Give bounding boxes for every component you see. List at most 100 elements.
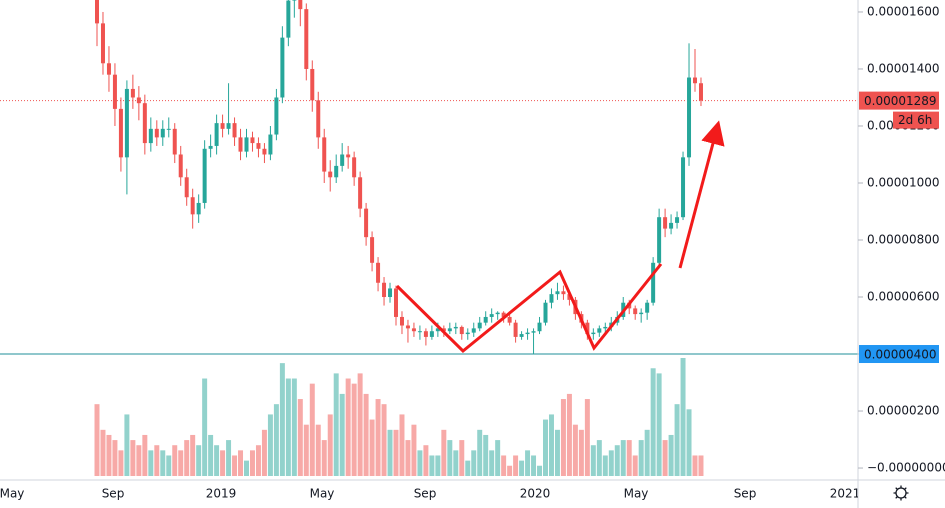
candle-body	[370, 237, 375, 263]
candle-body	[633, 308, 638, 315]
volume-bar	[279, 363, 285, 476]
candle-body	[214, 123, 219, 146]
countdown-box	[893, 111, 939, 129]
candle-body	[106, 63, 111, 75]
volume-bar	[692, 455, 698, 476]
candle-body	[567, 294, 572, 300]
volume-bar	[459, 440, 465, 476]
candle-body	[543, 302, 548, 323]
candle-body	[274, 97, 279, 135]
candle-body	[172, 128, 177, 155]
candle-body	[597, 328, 602, 333]
volume-bar	[124, 414, 130, 476]
candle-body	[334, 165, 339, 178]
volume-bar	[626, 440, 632, 476]
y-tick-label: 0.00000800	[867, 233, 940, 247]
volume-bar	[136, 445, 142, 476]
candle-body	[549, 294, 554, 303]
volume-bar	[596, 440, 602, 476]
candle-body	[561, 291, 566, 295]
candle-body	[328, 171, 333, 178]
candle-body	[382, 282, 387, 298]
volume-bar	[100, 429, 106, 476]
volume-bar	[321, 440, 327, 476]
volume-bar	[267, 414, 273, 476]
volume-bar	[363, 393, 369, 476]
volume-bar	[578, 429, 584, 476]
candle-body	[298, 0, 303, 10]
candle-body	[447, 328, 452, 332]
candle-body	[352, 157, 357, 178]
volume-bar	[178, 450, 184, 476]
candle-body	[262, 148, 267, 155]
candle-body	[459, 326, 464, 335]
candle-body	[112, 74, 117, 109]
volume-bar	[423, 445, 429, 476]
volume-bar	[435, 455, 441, 476]
candle-body	[495, 312, 500, 315]
candle-body	[483, 316, 488, 323]
volume-bar	[208, 434, 214, 476]
candle-body	[603, 326, 608, 329]
y-tick-label: 0.00001600	[867, 4, 940, 18]
x-tick-label: May	[0, 487, 24, 501]
candle-body	[687, 77, 692, 158]
w-pattern-drawing	[395, 263, 663, 354]
volume-bar	[130, 440, 136, 476]
current-price-box	[859, 91, 939, 110]
price-labels: 0.00000400 0.00001289 2d 6h	[859, 91, 939, 364]
volume-bar	[297, 399, 303, 476]
volume-bar	[465, 460, 471, 476]
candle-body	[429, 331, 434, 337]
candle-body	[118, 108, 123, 158]
candle-body	[675, 217, 680, 223]
candle-body	[310, 68, 315, 101]
volume-bar	[232, 455, 238, 476]
volume-bar	[285, 378, 291, 476]
annotations	[395, 120, 725, 354]
volume-bar	[172, 445, 178, 476]
candle-body	[555, 291, 560, 295]
candle-body	[423, 331, 428, 337]
volume-bar	[531, 455, 537, 476]
volume-bar	[632, 455, 638, 476]
candle-body	[100, 23, 105, 64]
settings-button[interactable]	[893, 485, 909, 501]
candle-body	[184, 177, 189, 198]
volume-bar	[351, 383, 357, 476]
volume-bar	[698, 455, 704, 476]
volume-bar	[202, 378, 208, 476]
volume-bar	[548, 414, 554, 476]
volume-bar	[393, 429, 399, 476]
candle-body	[453, 326, 458, 329]
volume-bar	[291, 378, 297, 476]
candle-body	[698, 83, 703, 101]
candle-body	[657, 217, 662, 263]
volume-bar	[387, 429, 393, 476]
candle-body	[208, 145, 213, 149]
volume-bar	[375, 399, 381, 476]
volume-bar	[543, 419, 548, 476]
volume-bar	[584, 399, 590, 476]
volume-bar	[638, 440, 644, 476]
volume-bar	[160, 450, 166, 476]
gear-teeth[interactable]	[893, 485, 909, 501]
candle-body	[220, 123, 225, 129]
volume-bar	[249, 450, 255, 476]
candle-body	[669, 222, 674, 229]
volume-bar	[566, 393, 572, 476]
candle-body	[136, 97, 141, 104]
volume-bar	[357, 373, 363, 476]
candle-body	[405, 325, 410, 329]
volume-bar	[106, 434, 112, 476]
volume-bar	[273, 404, 279, 476]
countdown-label: 2d 6h	[898, 113, 932, 127]
volume-bar	[519, 460, 525, 476]
x-tick-label: Sep	[414, 487, 437, 501]
candle-body	[651, 262, 656, 303]
candle-body	[693, 77, 697, 84]
volume-bar	[560, 399, 566, 476]
candle-body	[238, 137, 243, 152]
